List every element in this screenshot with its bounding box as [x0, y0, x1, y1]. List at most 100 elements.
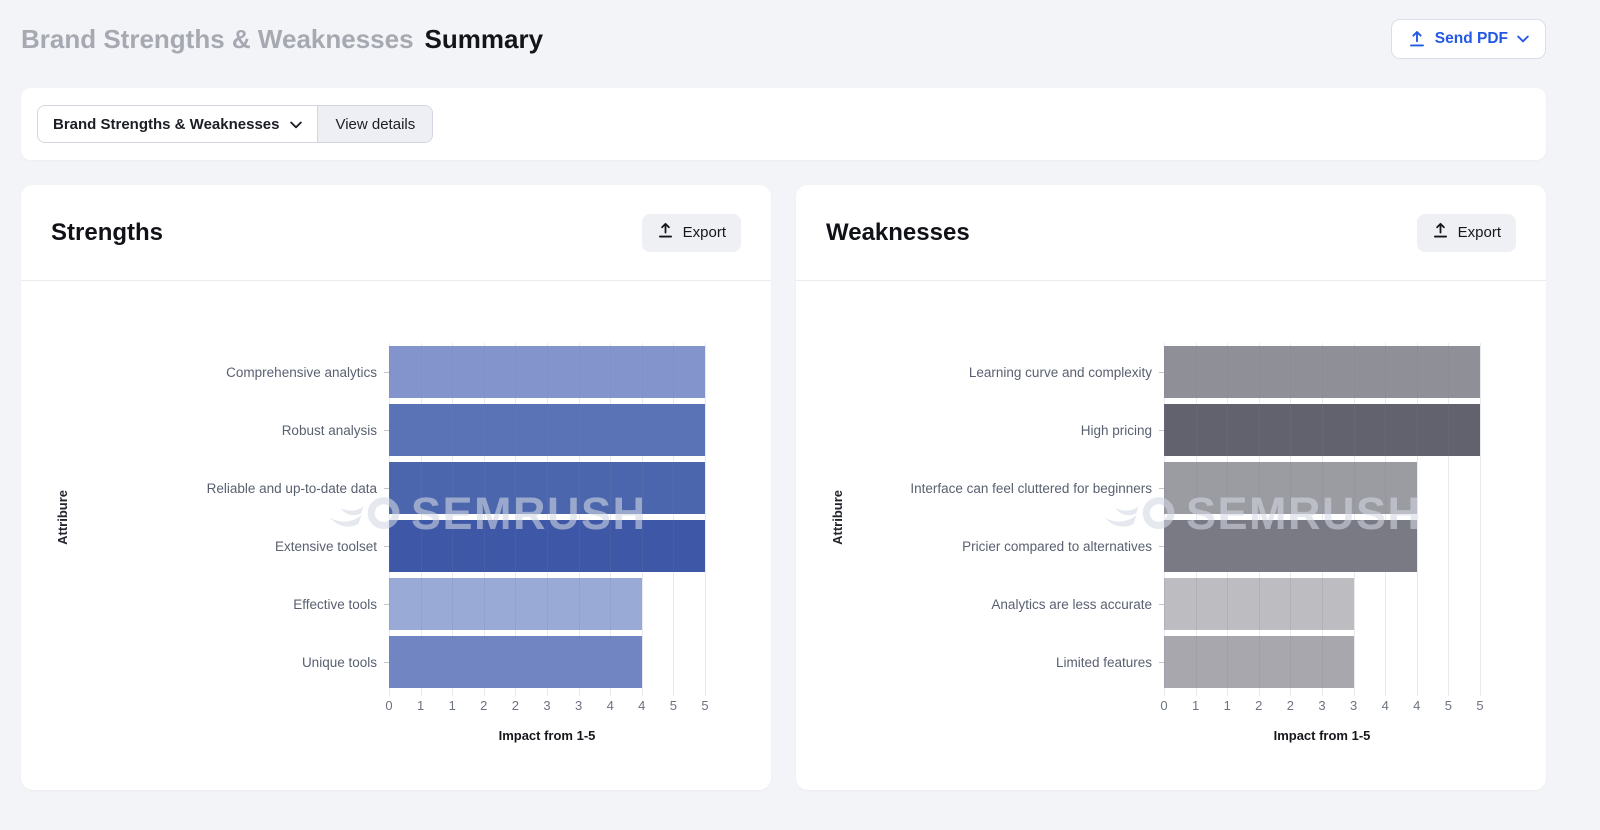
x-tick-label: 1 [1191, 698, 1200, 713]
chart-bar[interactable] [389, 636, 642, 688]
gridline [673, 343, 675, 696]
gridline [1290, 343, 1292, 696]
strengths-chart: Attribure Comprehensive analytics Robust … [21, 281, 771, 743]
chart-bar[interactable] [389, 346, 705, 398]
x-axis-label: Impact from 1-5 [498, 728, 596, 743]
page: Brand Strengths & Weaknesses Summary Sen… [21, 16, 1546, 790]
report-selector-dropdown[interactable]: Brand Strengths & Weaknesses [38, 106, 319, 142]
gridline [610, 343, 612, 696]
page-title-summary: Summary [424, 23, 544, 54]
export-label: Export [682, 224, 726, 241]
gridline [1164, 343, 1165, 696]
chart-bar[interactable] [1164, 346, 1480, 398]
category-label: Pricier compared to alternatives [962, 539, 1164, 554]
category-label: Analytics are less accurate [991, 597, 1164, 612]
page-title: Brand Strengths & Weaknesses Summary [21, 24, 543, 55]
x-tick-label: 3 [1318, 698, 1326, 713]
weaknesses-card: Weaknesses Export Attribure Learning cur… [796, 185, 1546, 790]
x-tick-label: 2 [511, 698, 520, 713]
gridline [420, 343, 422, 696]
gridline [1195, 343, 1197, 696]
gridline [1480, 343, 1481, 696]
plot-area [389, 343, 706, 696]
view-details-label: View details [335, 115, 416, 133]
gridline [483, 343, 485, 696]
gridline [1353, 343, 1355, 696]
x-tick-label: 5 [701, 698, 709, 713]
report-selector-label: Brand Strengths & Weaknesses [53, 115, 280, 133]
weaknesses-title: Weaknesses [826, 218, 970, 246]
x-tick-label: 5 [1476, 698, 1484, 713]
weaknesses-card-header: Weaknesses Export [796, 185, 1546, 281]
x-tick-label: 0 [385, 698, 393, 713]
upload-icon [1408, 30, 1426, 48]
gridline [1258, 343, 1260, 696]
x-tick-label: 0 [1160, 698, 1168, 713]
x-tick-label: 3 [543, 698, 551, 713]
x-tick-label: 3 [574, 698, 583, 713]
upload-icon [1432, 222, 1449, 243]
x-tick-label: 3 [1349, 698, 1358, 713]
gridline [1385, 343, 1387, 696]
gridline [1227, 343, 1229, 696]
breadcrumb-report-name: Brand Strengths & Weaknesses [21, 23, 414, 54]
category-label: Unique tools [302, 655, 389, 670]
x-tick-label: 4 [1381, 698, 1389, 713]
gridline [641, 343, 643, 696]
weaknesses-export-button[interactable]: Export [1416, 213, 1516, 252]
x-tick-label: 1 [1223, 698, 1231, 713]
chart-bar[interactable] [1164, 578, 1354, 630]
category-label: Reliable and up-to-date data [207, 481, 389, 496]
category-label: Effective tools [293, 597, 389, 612]
x-tick-label: 1 [448, 698, 456, 713]
plot-column: 0 1 1 2 2 3 3 4 4 5 5 Impact from 1-5 [1160, 343, 1484, 743]
category-labels: Learning curve and complexity High pricin… [852, 343, 1164, 743]
gridline [1416, 343, 1418, 696]
strengths-title: Strengths [51, 218, 164, 246]
chart-bar[interactable] [389, 404, 705, 456]
chart-bar[interactable] [1164, 462, 1417, 514]
x-tick-label: 5 [669, 698, 678, 713]
gridline [515, 343, 517, 696]
gridline [1322, 343, 1323, 696]
x-tick-label: 1 [416, 698, 425, 713]
category-labels: Comprehensive analytics Robust analysis Re… [77, 343, 389, 743]
chart-bar[interactable] [1164, 520, 1417, 572]
x-tick-label: 4 [606, 698, 614, 713]
x-tick-label: 5 [1444, 698, 1453, 713]
x-tick-label: 2 [1255, 698, 1263, 713]
view-details-button[interactable]: View details [318, 106, 433, 142]
chart-bar[interactable] [389, 578, 642, 630]
x-tick-label: 2 [480, 698, 488, 713]
chart-bar[interactable] [1164, 404, 1480, 456]
category-label: Comprehensive analytics [226, 365, 389, 380]
send-pdf-button[interactable]: Send PDF [1390, 19, 1546, 59]
x-ticks: 0 1 1 2 2 3 3 4 4 5 5 [1160, 691, 1484, 715]
report-segmented-control: Brand Strengths & Weaknesses View detail… [37, 105, 434, 143]
strengths-card-header: Strengths Export [21, 185, 771, 281]
charts-row: Strengths Export Attribure Comprehensive… [21, 185, 1546, 790]
gridline [705, 343, 706, 696]
y-axis-label: Attribure [54, 489, 70, 545]
gridline [547, 343, 548, 696]
category-label: Learning curve and complexity [969, 365, 1164, 380]
chevron-down-icon [1517, 35, 1529, 43]
x-tick-label: 4 [638, 698, 646, 713]
gridline [578, 343, 580, 696]
category-label: High pricing [1081, 423, 1164, 438]
page-header: Brand Strengths & Weaknesses Summary Sen… [21, 16, 1546, 62]
toolbar: Brand Strengths & Weaknesses View detail… [21, 88, 1546, 160]
plot-column: 0 1 1 2 2 3 3 4 4 5 5 Impact from 1-5 [385, 343, 709, 743]
category-label: Limited features [1056, 655, 1164, 670]
strengths-export-button[interactable]: Export [641, 213, 741, 252]
chart-bar[interactable] [389, 520, 705, 572]
category-label: Interface can feel cluttered for beginne… [910, 481, 1164, 496]
chart-bar[interactable] [389, 462, 705, 514]
strengths-card: Strengths Export Attribure Comprehensive… [21, 185, 771, 790]
x-tick-label: 4 [1413, 698, 1421, 713]
x-axis-label: Impact from 1-5 [1273, 728, 1371, 743]
chart-bar[interactable] [1164, 636, 1354, 688]
gridline [452, 343, 454, 696]
x-tick-label: 2 [1286, 698, 1295, 713]
gridline [1448, 343, 1450, 696]
